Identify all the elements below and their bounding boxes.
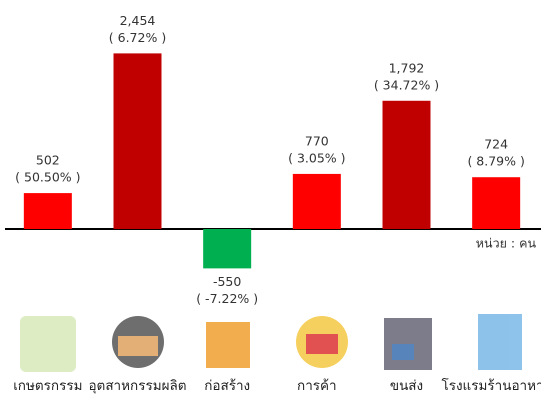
change-label: ( 3.05% ) <box>288 150 345 165</box>
icons <box>20 314 522 372</box>
bar <box>382 100 431 230</box>
change-label: ( 34.72% ) <box>374 77 439 92</box>
bar <box>203 229 252 269</box>
change-label: ( 50.50% ) <box>15 170 80 185</box>
value-label: 770 <box>305 133 329 148</box>
change-label: ( 6.72% ) <box>109 30 166 45</box>
x-tick-label: การค้า <box>297 378 337 394</box>
value-label: 724 <box>484 137 508 152</box>
change-label: ( -7.22% ) <box>196 291 258 306</box>
value-label: -550 <box>213 274 241 289</box>
unit-label: หน่วย : คน <box>476 236 537 251</box>
change-label: ( 8.79% ) <box>467 154 524 169</box>
value-label: 2,454 <box>120 13 156 28</box>
x-tick-label: เกษตรกรรม <box>13 378 82 394</box>
value-label: 502 <box>36 153 60 168</box>
bar <box>472 177 521 230</box>
bar <box>23 193 72 230</box>
bar <box>292 173 341 230</box>
value-label: 1,792 <box>389 60 425 75</box>
x-tick-label: ขนส่ง <box>390 378 423 394</box>
x-tick-label: ก่อสร้าง <box>204 378 250 394</box>
x-tick-label: อุตสาหกรรมผลิต <box>88 378 186 394</box>
x-tick-label: โรงแรมร้านอาหาร <box>441 377 541 394</box>
bar <box>113 53 162 230</box>
